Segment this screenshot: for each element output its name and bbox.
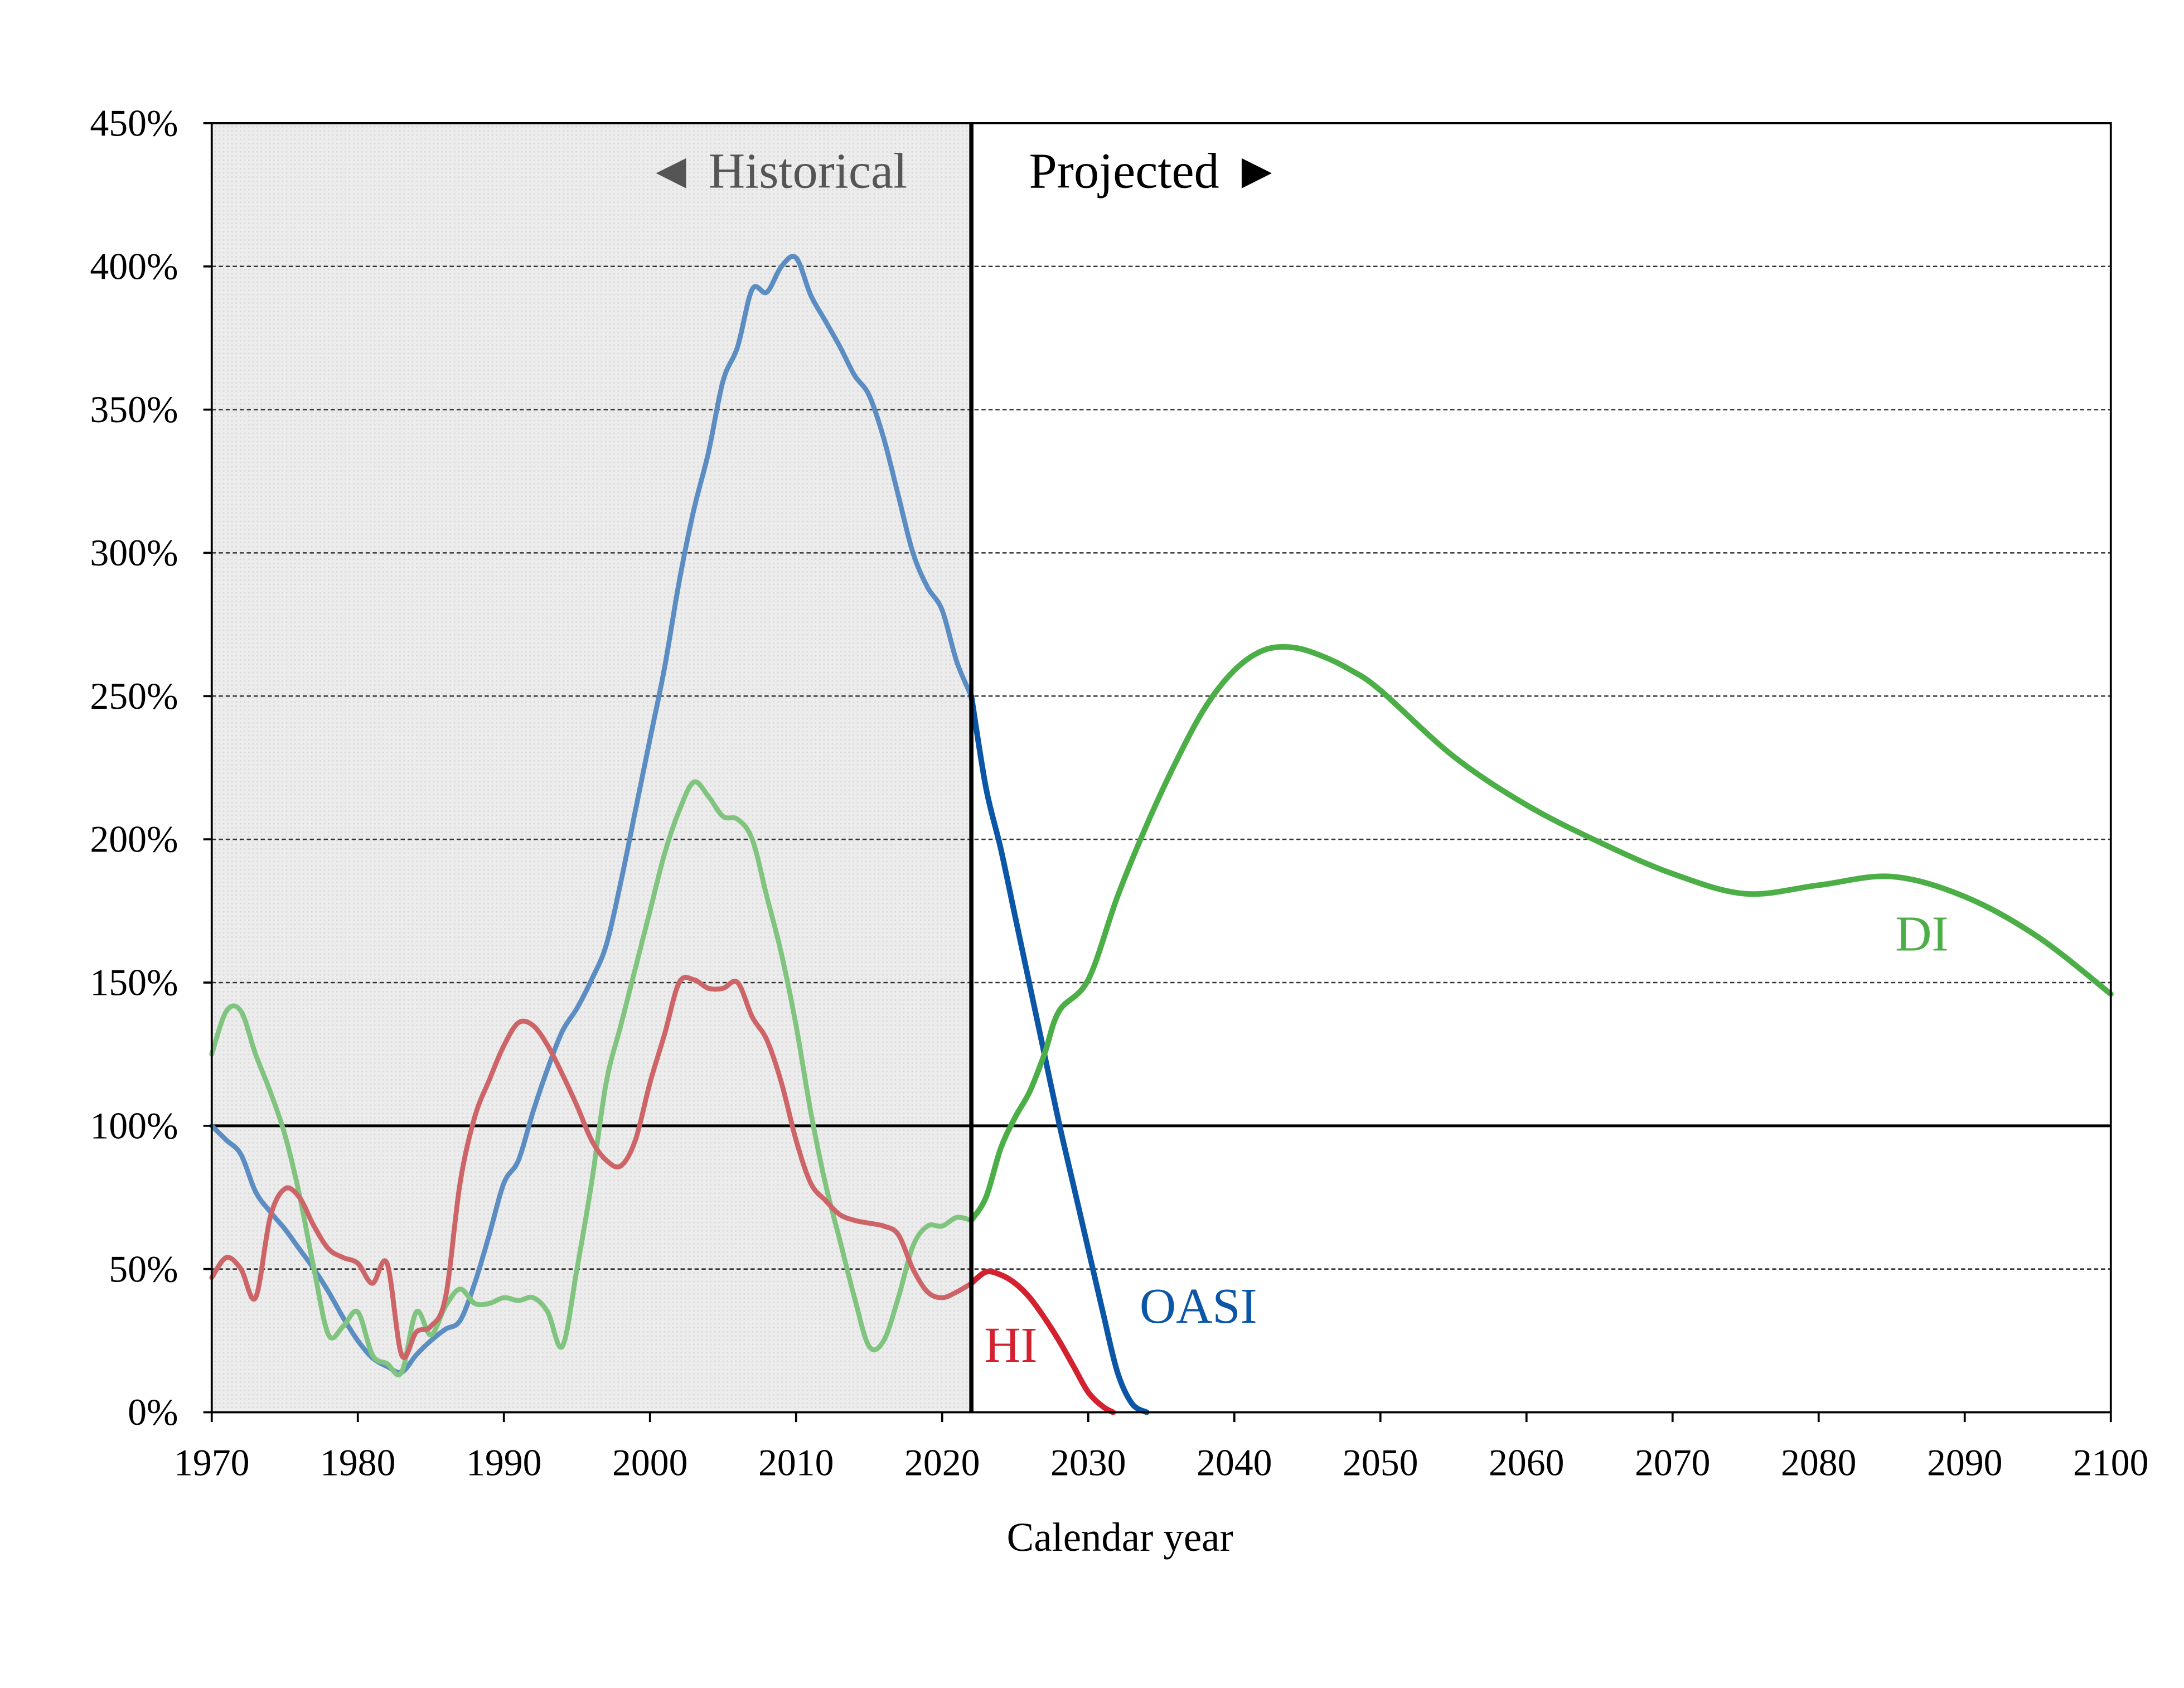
series-lines (209, 254, 2114, 1415)
x-tick-label: 2090 (1927, 1442, 2002, 1483)
y-tick-label: 200% (90, 819, 178, 860)
plot-frame (210, 122, 2112, 1414)
y-tick-label: 350% (90, 389, 178, 431)
y-tick-label: 50% (109, 1248, 178, 1290)
di-historical-line (209, 779, 974, 1377)
oasi-series-label: OASI (1140, 1278, 1257, 1334)
y-axis-ticks: 0% 50% 100% 150% 200% 250% 300% 350% 400% 450% (90, 102, 212, 1433)
projected-label: Projected ► (1029, 142, 1282, 199)
x-tick-label: 2000 (612, 1442, 688, 1483)
x-tick-label: 1990 (466, 1442, 542, 1483)
oasi-projected-line (968, 693, 1150, 1415)
x-tick-label: 2010 (758, 1442, 834, 1483)
x-tick-label: 2070 (1635, 1442, 1710, 1483)
di-series-label: DI (1895, 905, 1948, 961)
x-axis-title: Calendar year (1007, 1515, 1233, 1560)
di-projected-line (968, 644, 2114, 1223)
x-tick-label: 2040 (1197, 1442, 1272, 1483)
y-tick-label: 150% (90, 962, 178, 1004)
y-tick-label: 450% (90, 102, 178, 144)
hi-series-label: HI (984, 1317, 1037, 1373)
x-tick-label: 2030 (1050, 1442, 1126, 1483)
hi-projected-line (968, 1269, 1116, 1415)
historical-label: ◄ Historical (646, 142, 907, 199)
y-tick-label: 400% (90, 245, 178, 287)
x-tick-label: 1980 (320, 1442, 396, 1483)
x-tick-label: 2050 (1343, 1442, 1418, 1483)
y-tick-label: 100% (90, 1105, 178, 1147)
y-tick-label: 0% (128, 1391, 178, 1433)
x-tick-label: 1970 (174, 1442, 250, 1483)
x-tick-label: 2080 (1781, 1442, 1856, 1483)
x-axis-ticks: 1970 1980 1990 2000 2010 2020 2030 2040 2050 2060… (174, 1412, 2148, 1483)
x-tick-label: 2060 (1489, 1442, 1564, 1483)
x-tick-label: 2020 (904, 1442, 980, 1483)
y-tick-label: 300% (90, 532, 178, 574)
oasi-historical-line (209, 254, 974, 1375)
hi-historical-line (209, 975, 974, 1360)
x-tick-label: 2100 (2073, 1442, 2148, 1483)
y-tick-label: 250% (90, 675, 178, 717)
